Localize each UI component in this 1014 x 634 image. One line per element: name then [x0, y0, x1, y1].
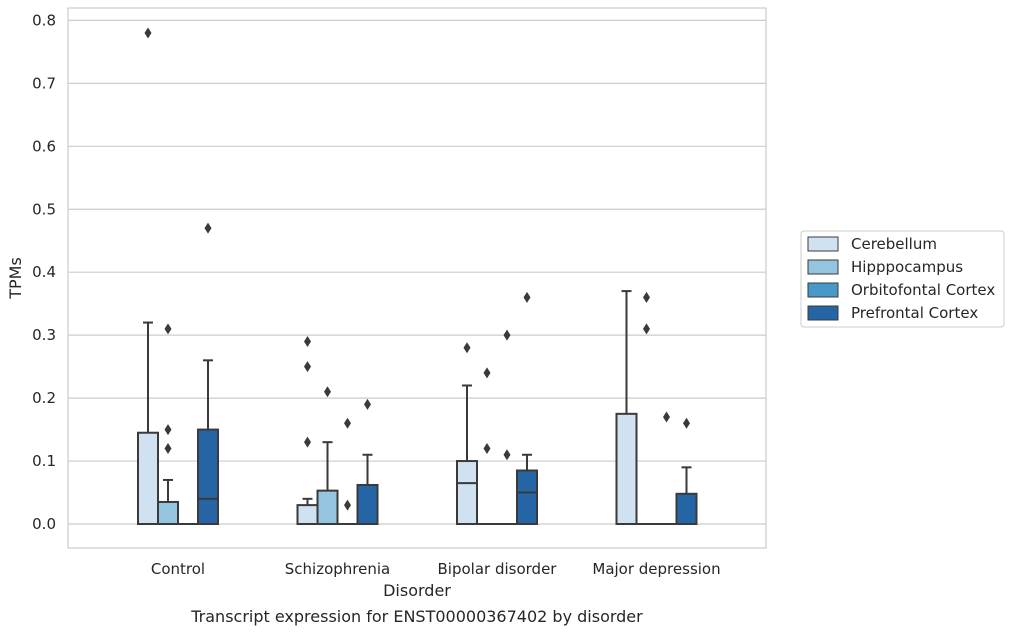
box-body	[456, 460, 478, 525]
legend-frame	[800, 230, 1005, 328]
outlier-point	[164, 323, 172, 335]
legend-label: Prefrontal Cortex	[851, 304, 978, 322]
legend-swatch	[807, 282, 839, 298]
legend-swatch	[807, 236, 839, 252]
y-tick-label: 0.1	[32, 452, 56, 470]
outlier-point	[643, 323, 650, 335]
box-body	[615, 412, 638, 525]
legend-swatch	[807, 259, 839, 275]
legend-label: Hipppocampus	[851, 258, 963, 276]
y-tick-label: 0.6	[32, 137, 56, 155]
box-body	[516, 469, 538, 525]
outlier-point	[463, 342, 471, 354]
y-tick-label: 0.0	[32, 515, 56, 533]
y-tick-label: 0.3	[32, 326, 56, 344]
legend: Cerebellum Hipppocampus Orbitofontal Corte…	[800, 230, 1005, 328]
box-body	[157, 500, 179, 525]
x-axis-label: Disorder	[383, 581, 451, 600]
outlier-point	[144, 27, 152, 39]
chart-caption: Transcript expression for ENST0000036740…	[190, 607, 643, 626]
y-axis-label: TPMs	[6, 257, 25, 300]
box-prefrontal-cortex	[356, 398, 379, 526]
box-orbitofontal-cortex	[656, 411, 677, 525]
outlier-point	[324, 386, 331, 398]
box-prefrontal-cortex	[516, 291, 538, 525]
box-orbitofontal-cortex	[337, 417, 358, 525]
outlier-point	[503, 329, 511, 341]
box-cerebellum	[137, 27, 159, 525]
y-tick-label: 0.8	[32, 11, 56, 29]
outlier-point	[204, 222, 212, 234]
box-hipppocampus	[316, 386, 339, 526]
legend-swatch	[807, 305, 839, 321]
legend-label: Orbitofontal Cortex	[851, 281, 995, 299]
box-hipppocampus	[636, 291, 657, 525]
y-tick-label: 0.5	[32, 200, 56, 218]
box-cerebellum	[296, 335, 319, 525]
outlier-point	[164, 424, 172, 436]
outlier-point	[304, 335, 311, 347]
y-tick-labels: 0.0 0.1 0.2 0.3 0.4 0.5 0.6 0.7 0.8	[32, 11, 56, 533]
box-body	[356, 483, 379, 526]
box-cerebellum	[456, 342, 478, 525]
outlier-point	[663, 411, 670, 423]
outlier-point	[643, 291, 650, 303]
outlier-point	[503, 449, 511, 461]
boxes	[137, 27, 698, 526]
outlier-point	[344, 499, 351, 511]
x-tick-label: Schizophrenia	[285, 560, 390, 578]
x-tick-label: Control	[151, 560, 205, 578]
outlier-point	[364, 398, 371, 410]
outlier-point	[344, 417, 351, 429]
box-orbitofontal-cortex	[497, 329, 517, 525]
box-hipppocampus	[477, 367, 497, 525]
box-body	[197, 428, 219, 526]
outlier-point	[304, 436, 311, 448]
box-body	[316, 489, 339, 526]
y-tick-label: 0.2	[32, 389, 56, 407]
box-cerebellum	[615, 290, 638, 525]
box-body	[675, 492, 698, 525]
outlier-point	[483, 442, 491, 454]
plot-frame	[67, 7, 767, 549]
outlier-point	[304, 361, 311, 373]
y-tick-label: 0.4	[32, 263, 56, 281]
outlier-point	[523, 291, 531, 303]
box-prefrontal-cortex	[675, 417, 698, 525]
box-body	[296, 504, 319, 525]
legend-label: Cerebellum	[851, 235, 937, 253]
box-prefrontal-cortex	[197, 222, 219, 526]
box-body	[137, 431, 159, 525]
outlier-point	[483, 367, 491, 379]
x-tick-label: Bipolar disorder	[438, 560, 558, 578]
x-tick-label: Major depression	[592, 560, 720, 578]
outlier-point	[683, 417, 690, 429]
y-tick-label: 0.7	[32, 74, 56, 92]
gridlines	[68, 19, 766, 525]
x-tick-labels: Control Schizophrenia Bipolar disorder Majo…	[151, 560, 721, 578]
box-hipppocampus	[157, 323, 179, 525]
outlier-point	[164, 442, 172, 454]
